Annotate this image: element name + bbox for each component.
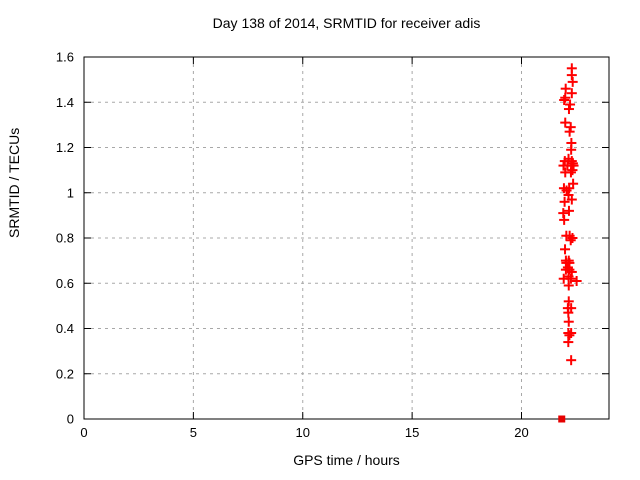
data-point-plus — [561, 185, 572, 196]
y-tick-label-0.6: 0.6 — [56, 276, 74, 291]
x-tick-label-0: 0 — [80, 425, 87, 440]
data-point-plus — [566, 355, 577, 366]
data-point-plus — [559, 94, 570, 105]
data-point-plus — [565, 273, 576, 284]
data-point-plus — [563, 205, 574, 216]
data-point-plus — [559, 214, 570, 225]
y-tick-label-0: 0 — [67, 412, 74, 427]
data-point-plus — [567, 76, 578, 87]
data-point-plus — [567, 233, 578, 243]
x-tick-label-20: 20 — [514, 425, 528, 440]
data-point-plus — [563, 280, 574, 291]
y-tick-label-0.8: 0.8 — [56, 231, 74, 246]
data-point-plus — [566, 194, 577, 205]
y-tick-label-1: 1 — [67, 185, 74, 200]
x-tick-label-10: 10 — [296, 425, 310, 440]
data-point-plus — [566, 88, 577, 99]
data-point-plus — [565, 235, 576, 246]
x-tick-label-5: 5 — [190, 425, 197, 440]
data-point-plus — [563, 104, 574, 115]
data-point-plus — [565, 99, 576, 110]
y-tick-label-0.4: 0.4 — [56, 321, 74, 336]
data-point-plus — [564, 330, 575, 341]
data-point-plus — [563, 307, 574, 318]
y-tick-label-1.6: 1.6 — [56, 50, 74, 65]
data-point-plus — [566, 144, 577, 155]
data-point-square — [558, 415, 566, 423]
data-point-plus — [563, 316, 574, 327]
data-point-plus — [571, 275, 582, 286]
data-point-plus — [564, 126, 575, 137]
data-point-plus — [560, 92, 571, 103]
y-tick-label-1.2: 1.2 — [56, 140, 74, 155]
x-axis-label: GPS time / hours — [293, 452, 400, 468]
data-point-plus — [567, 165, 578, 176]
y-tick-label-1.4: 1.4 — [56, 95, 74, 110]
data-point-plus — [565, 122, 576, 133]
data-point-plus — [566, 328, 577, 339]
data-point-plus — [563, 337, 574, 348]
data-point-plus — [565, 167, 576, 178]
y-tick-label-0.2: 0.2 — [56, 366, 74, 381]
data-point-plus — [560, 244, 571, 255]
chart-title: Day 138 of 2014, SRMTID for receiver adi… — [212, 15, 481, 31]
data-point-plus — [559, 196, 570, 207]
data-point-plus — [568, 160, 579, 171]
x-tick-label-15: 15 — [405, 425, 419, 440]
data-point-plus — [560, 83, 571, 94]
data-point-plus — [560, 117, 571, 128]
